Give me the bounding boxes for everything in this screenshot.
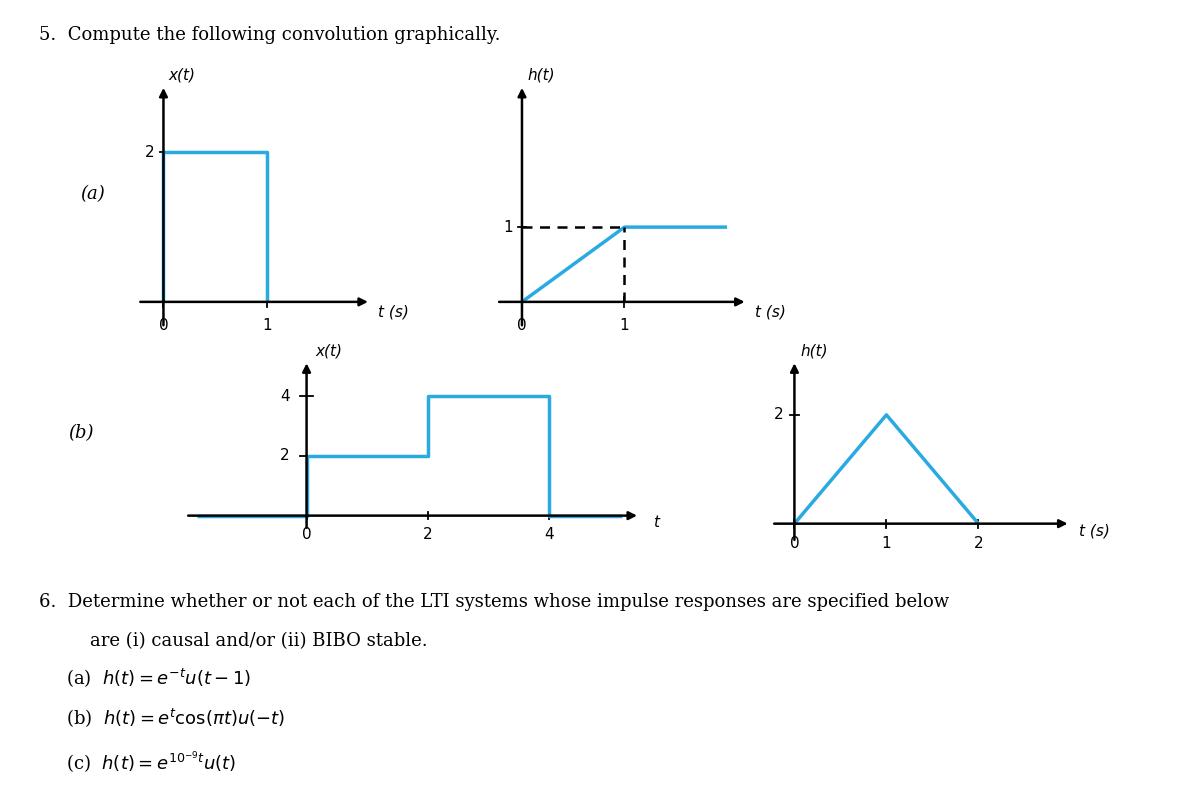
Text: t (s): t (s) <box>755 304 786 319</box>
Text: x(t): x(t) <box>316 343 343 359</box>
Text: (a): (a) <box>80 185 105 203</box>
Text: h(t): h(t) <box>527 67 555 83</box>
Text: 1: 1 <box>504 220 513 235</box>
Text: t: t <box>653 515 659 530</box>
Text: 2: 2 <box>280 449 289 463</box>
Text: 2: 2 <box>423 526 433 542</box>
Text: 0: 0 <box>517 318 526 333</box>
Text: 2: 2 <box>145 145 154 160</box>
Text: 6.  Determine whether or not each of the LTI systems whose impulse responses are: 6. Determine whether or not each of the … <box>39 593 950 611</box>
Text: t (s): t (s) <box>378 304 409 319</box>
Text: 1: 1 <box>262 318 271 333</box>
Text: 0: 0 <box>789 535 799 551</box>
Text: (b)  $h(t) = e^t\cos(\pi t)u(-t)$: (b) $h(t) = e^t\cos(\pi t)u(-t)$ <box>66 706 285 729</box>
Text: 2: 2 <box>974 535 983 551</box>
Text: t (s): t (s) <box>1080 523 1110 539</box>
Text: 5.  Compute the following convolution graphically.: 5. Compute the following convolution gra… <box>39 26 501 44</box>
Text: 1: 1 <box>881 535 891 551</box>
Text: (c)  $h(t) = e^{10^{-9}t}u(t)$: (c) $h(t) = e^{10^{-9}t}u(t)$ <box>66 749 236 776</box>
Text: x(t): x(t) <box>169 67 195 83</box>
Text: 2: 2 <box>774 407 783 422</box>
Text: h(t): h(t) <box>800 343 828 359</box>
Text: (a)  $h(t) = e^{-t}u(t-1)$: (a) $h(t) = e^{-t}u(t-1)$ <box>66 666 251 688</box>
Text: (b): (b) <box>68 424 93 442</box>
Text: 4: 4 <box>544 526 554 542</box>
Text: are (i) causal and/or (ii) BIBO stable.: are (i) causal and/or (ii) BIBO stable. <box>90 632 427 650</box>
Text: 1: 1 <box>620 318 629 333</box>
Text: 0: 0 <box>159 318 169 333</box>
Text: 0: 0 <box>301 526 311 542</box>
Text: 4: 4 <box>280 389 289 403</box>
